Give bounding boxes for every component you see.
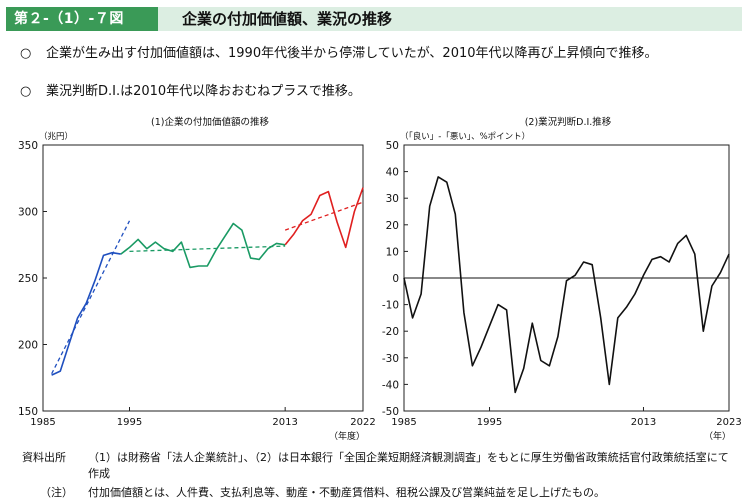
right-y-tick-label: 20: [386, 220, 399, 232]
right-x-axis-label: （年）: [704, 430, 731, 442]
left-x-tick-label: 1985: [30, 417, 55, 428]
source-label: 資料出所: [22, 451, 66, 464]
right-y-tick-label: -30: [382, 353, 399, 365]
left-x-tick-label: 2022: [350, 417, 375, 428]
right-y-tick-label: 10: [386, 246, 399, 258]
left-plot-frame: [42, 144, 364, 412]
note-text: 付加価値額とは、人件費、支払利息等、動産・不動産賃借料、租税公課及び営業純益を足…: [88, 486, 605, 499]
left-y-tick-label: 150: [18, 406, 38, 418]
right-y-tick-label: -50: [382, 406, 399, 418]
right-y-tick-label: 50: [386, 140, 399, 152]
left-y-tick-label: 200: [18, 340, 38, 352]
right-y-tick-label: 0: [392, 273, 399, 285]
left-x-tick-label: 2013: [272, 417, 297, 428]
right-y-tick-label: 30: [386, 193, 399, 205]
left-x-axis-label: （年度）: [329, 430, 365, 442]
bullet-circle-mark: ○: [20, 46, 32, 61]
summary-bullet-text: 業況判断D.I.は2010年代以降おおむねプラスで推移。: [46, 84, 361, 99]
left-y-tick-label: 300: [18, 207, 38, 219]
right-x-tick-label: 2013: [631, 417, 656, 428]
summary-bullet-2: ○ 業況判断D.I.は2010年代以降おおむねプラスで推移。: [20, 84, 740, 100]
right-x-tick-label: 1995: [477, 417, 502, 428]
source-text: （1）は財務省「法人企業統計」、（2）は日本銀行「全国企業短期経済観測調査」をも…: [88, 451, 729, 480]
right-y-axis-label: （「良い」-「悪い」、%ポイント）: [400, 131, 530, 142]
right-y-tick-label: -40: [382, 379, 399, 391]
right-x-tick-label: 1985: [391, 417, 416, 428]
left-y-tick-label: 350: [18, 140, 38, 152]
right-series-line: [403, 176, 730, 394]
note-label: （注）: [40, 486, 73, 499]
right-y-tick-label: -20: [382, 326, 399, 338]
left-x-tick-label: 1995: [117, 417, 142, 428]
left-chart-title: (1)企業の付加価値額の推移: [151, 117, 269, 128]
left-trend-line: [51, 220, 131, 375]
right-y-tick-label: 40: [386, 167, 399, 179]
bullet-circle-mark: ○: [20, 84, 32, 99]
right-x-tick-label: 2023: [716, 417, 741, 428]
left-trend-line: [129, 245, 286, 253]
figure-header: 第２-（1）-７図 企業の付加価値額、業況の推移: [6, 7, 742, 31]
left-series-line: [120, 222, 286, 269]
left-series-line: [284, 187, 364, 249]
summary-bullet-1: ○ 企業が生み出す付加価値額は、1990年代後半から停滞していたが、2010年代…: [20, 46, 740, 62]
figure-title: 企業の付加価値額、業況の推移: [182, 10, 393, 28]
left-y-axis-label: （兆円）: [39, 131, 73, 142]
summary-bullet-text: 企業が生み出す付加価値額は、1990年代後半から停滞していたが、2010年代以降…: [46, 46, 658, 61]
figure-number-label: 第２-（1）-７図: [6, 7, 158, 31]
left-series-line: [51, 251, 121, 376]
right-y-tick-label: -10: [382, 300, 399, 312]
right-chart-title: (2)業況判断D.I.推移: [524, 117, 612, 128]
left-y-tick-label: 250: [18, 273, 38, 285]
